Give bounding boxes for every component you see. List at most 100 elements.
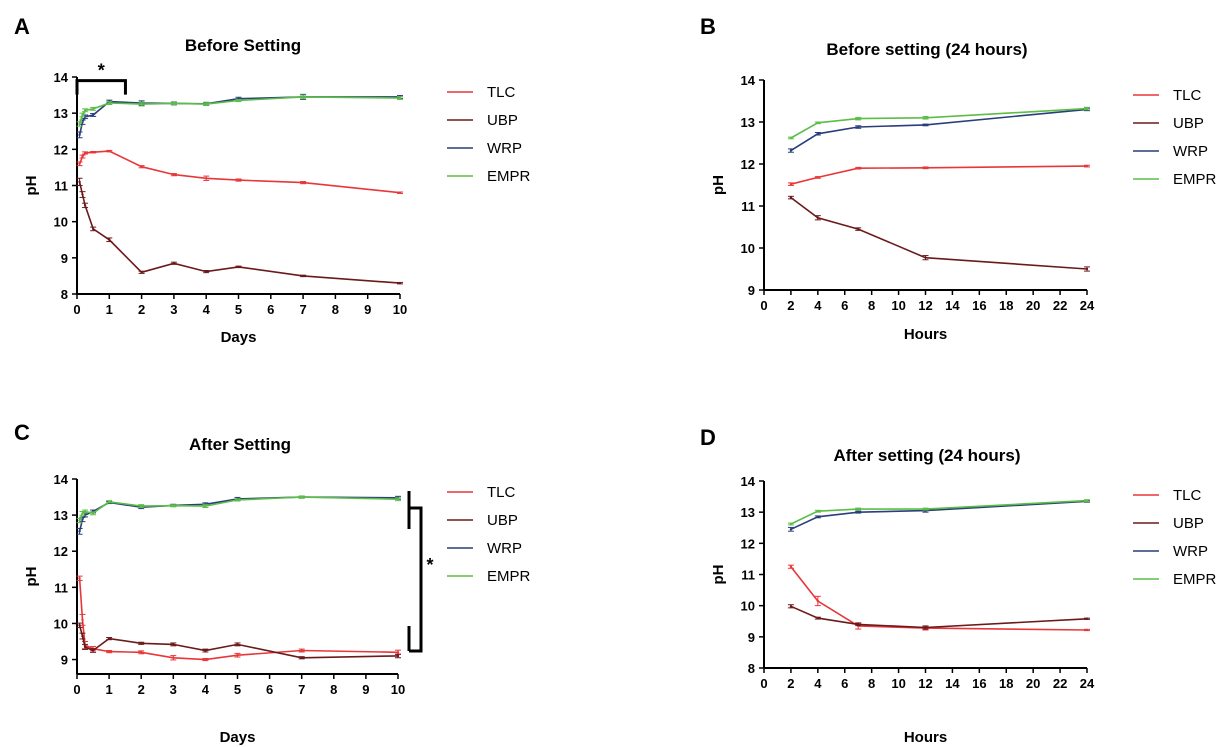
x-tick-label: 0	[73, 302, 80, 317]
x-tick-label: 2	[138, 682, 145, 697]
series-empr	[787, 106, 1090, 140]
data-point	[140, 102, 143, 106]
y-tick-label: 10	[54, 616, 68, 631]
data-point	[81, 618, 84, 622]
x-tick-label: 18	[999, 298, 1013, 313]
data-point	[857, 507, 860, 511]
data-point	[398, 281, 402, 285]
data-point	[789, 149, 793, 152]
data-point	[857, 117, 860, 120]
data-point	[1085, 499, 1089, 502]
x-tick-label: 14	[945, 298, 960, 313]
y-tick-label: 13	[741, 505, 755, 520]
legend-label-tlc: TLC	[1173, 487, 1202, 504]
data-point	[816, 510, 820, 513]
x-tick-label: 4	[814, 298, 822, 313]
data-point	[205, 270, 208, 273]
series-line-wrp	[790, 108, 1088, 152]
data-point	[924, 166, 927, 169]
data-point	[204, 504, 207, 508]
data-point	[107, 650, 111, 653]
data-point	[816, 176, 820, 179]
series-wrp	[76, 495, 401, 535]
x-tick-label: 24	[1080, 676, 1095, 691]
x-tick-label: 1	[105, 682, 112, 697]
data-point	[398, 96, 402, 100]
x-tick-label: 10	[891, 676, 905, 691]
data-point	[1085, 628, 1089, 632]
data-point	[237, 99, 240, 102]
data-point	[816, 132, 820, 135]
data-point	[81, 113, 84, 117]
x-tick-label: 2	[138, 302, 145, 317]
data-point	[83, 645, 87, 649]
data-point	[816, 216, 820, 219]
x-axis-title: Hours	[904, 729, 947, 746]
legend-label-ubp: UBP	[1173, 515, 1204, 532]
x-tick-label: 8	[332, 302, 339, 317]
data-point	[91, 113, 95, 117]
data-point	[78, 624, 81, 627]
legend-label-tlc: TLC	[1173, 87, 1202, 104]
legend-label-wrp: WRP	[487, 540, 522, 557]
x-tick-label: 14	[945, 676, 960, 691]
data-point	[205, 177, 208, 180]
data-point	[172, 643, 175, 646]
x-tick-label: 12	[918, 676, 932, 691]
x-tick-label: 10	[891, 298, 905, 313]
y-tick-label: 12	[54, 544, 68, 559]
data-point	[91, 512, 95, 515]
data-point	[857, 623, 860, 626]
data-point	[108, 238, 111, 241]
y-axis-title: pH	[23, 176, 40, 196]
data-point	[81, 193, 84, 196]
x-tick-label: 2	[787, 298, 794, 313]
series-empr	[76, 495, 401, 524]
y-tick-label: 10	[54, 215, 68, 230]
data-point	[816, 599, 820, 603]
x-tick-label: 6	[841, 676, 848, 691]
data-point	[83, 204, 87, 207]
x-tick-label: 24	[1080, 298, 1095, 313]
legend-label-tlc: TLC	[487, 484, 516, 501]
y-tick-label: 14	[54, 472, 69, 487]
data-point	[140, 271, 143, 274]
data-point	[78, 162, 81, 165]
significance-star: *	[426, 555, 433, 575]
data-point	[237, 265, 240, 269]
x-tick-label: 3	[170, 302, 177, 317]
data-point	[1085, 107, 1089, 110]
series-empr	[787, 499, 1090, 526]
panel-letter: B	[700, 14, 716, 39]
y-tick-label: 14	[741, 73, 756, 88]
x-tick-label: 0	[760, 298, 767, 313]
x-tick-label: 20	[1026, 298, 1040, 313]
data-point	[789, 528, 793, 531]
x-tick-label: 8	[868, 298, 875, 313]
data-point	[301, 274, 305, 278]
x-tick-label: 8	[868, 676, 875, 691]
series-line-wrp	[78, 496, 399, 532]
data-point	[140, 651, 143, 654]
series-ubp	[787, 604, 1090, 630]
y-tick-label: 11	[741, 568, 755, 583]
x-tick-label: 5	[234, 682, 241, 697]
data-point	[91, 227, 95, 231]
data-point	[789, 182, 793, 186]
legend-label-wrp: WRP	[1173, 143, 1208, 160]
data-point	[172, 656, 175, 659]
data-point	[81, 155, 84, 158]
x-axis-title: Days	[221, 329, 257, 346]
x-tick-label: 7	[299, 302, 306, 317]
panel-letter: A	[14, 14, 30, 39]
data-point	[78, 180, 81, 184]
data-point	[108, 149, 111, 153]
y-tick-label: 11	[54, 580, 68, 595]
series-tlc	[76, 149, 403, 194]
y-tick-label: 13	[54, 106, 68, 121]
chart-title: Before Setting	[185, 36, 301, 55]
significance-bracket	[75, 79, 127, 95]
data-point	[301, 95, 305, 99]
y-axis-title: pH	[710, 175, 727, 195]
